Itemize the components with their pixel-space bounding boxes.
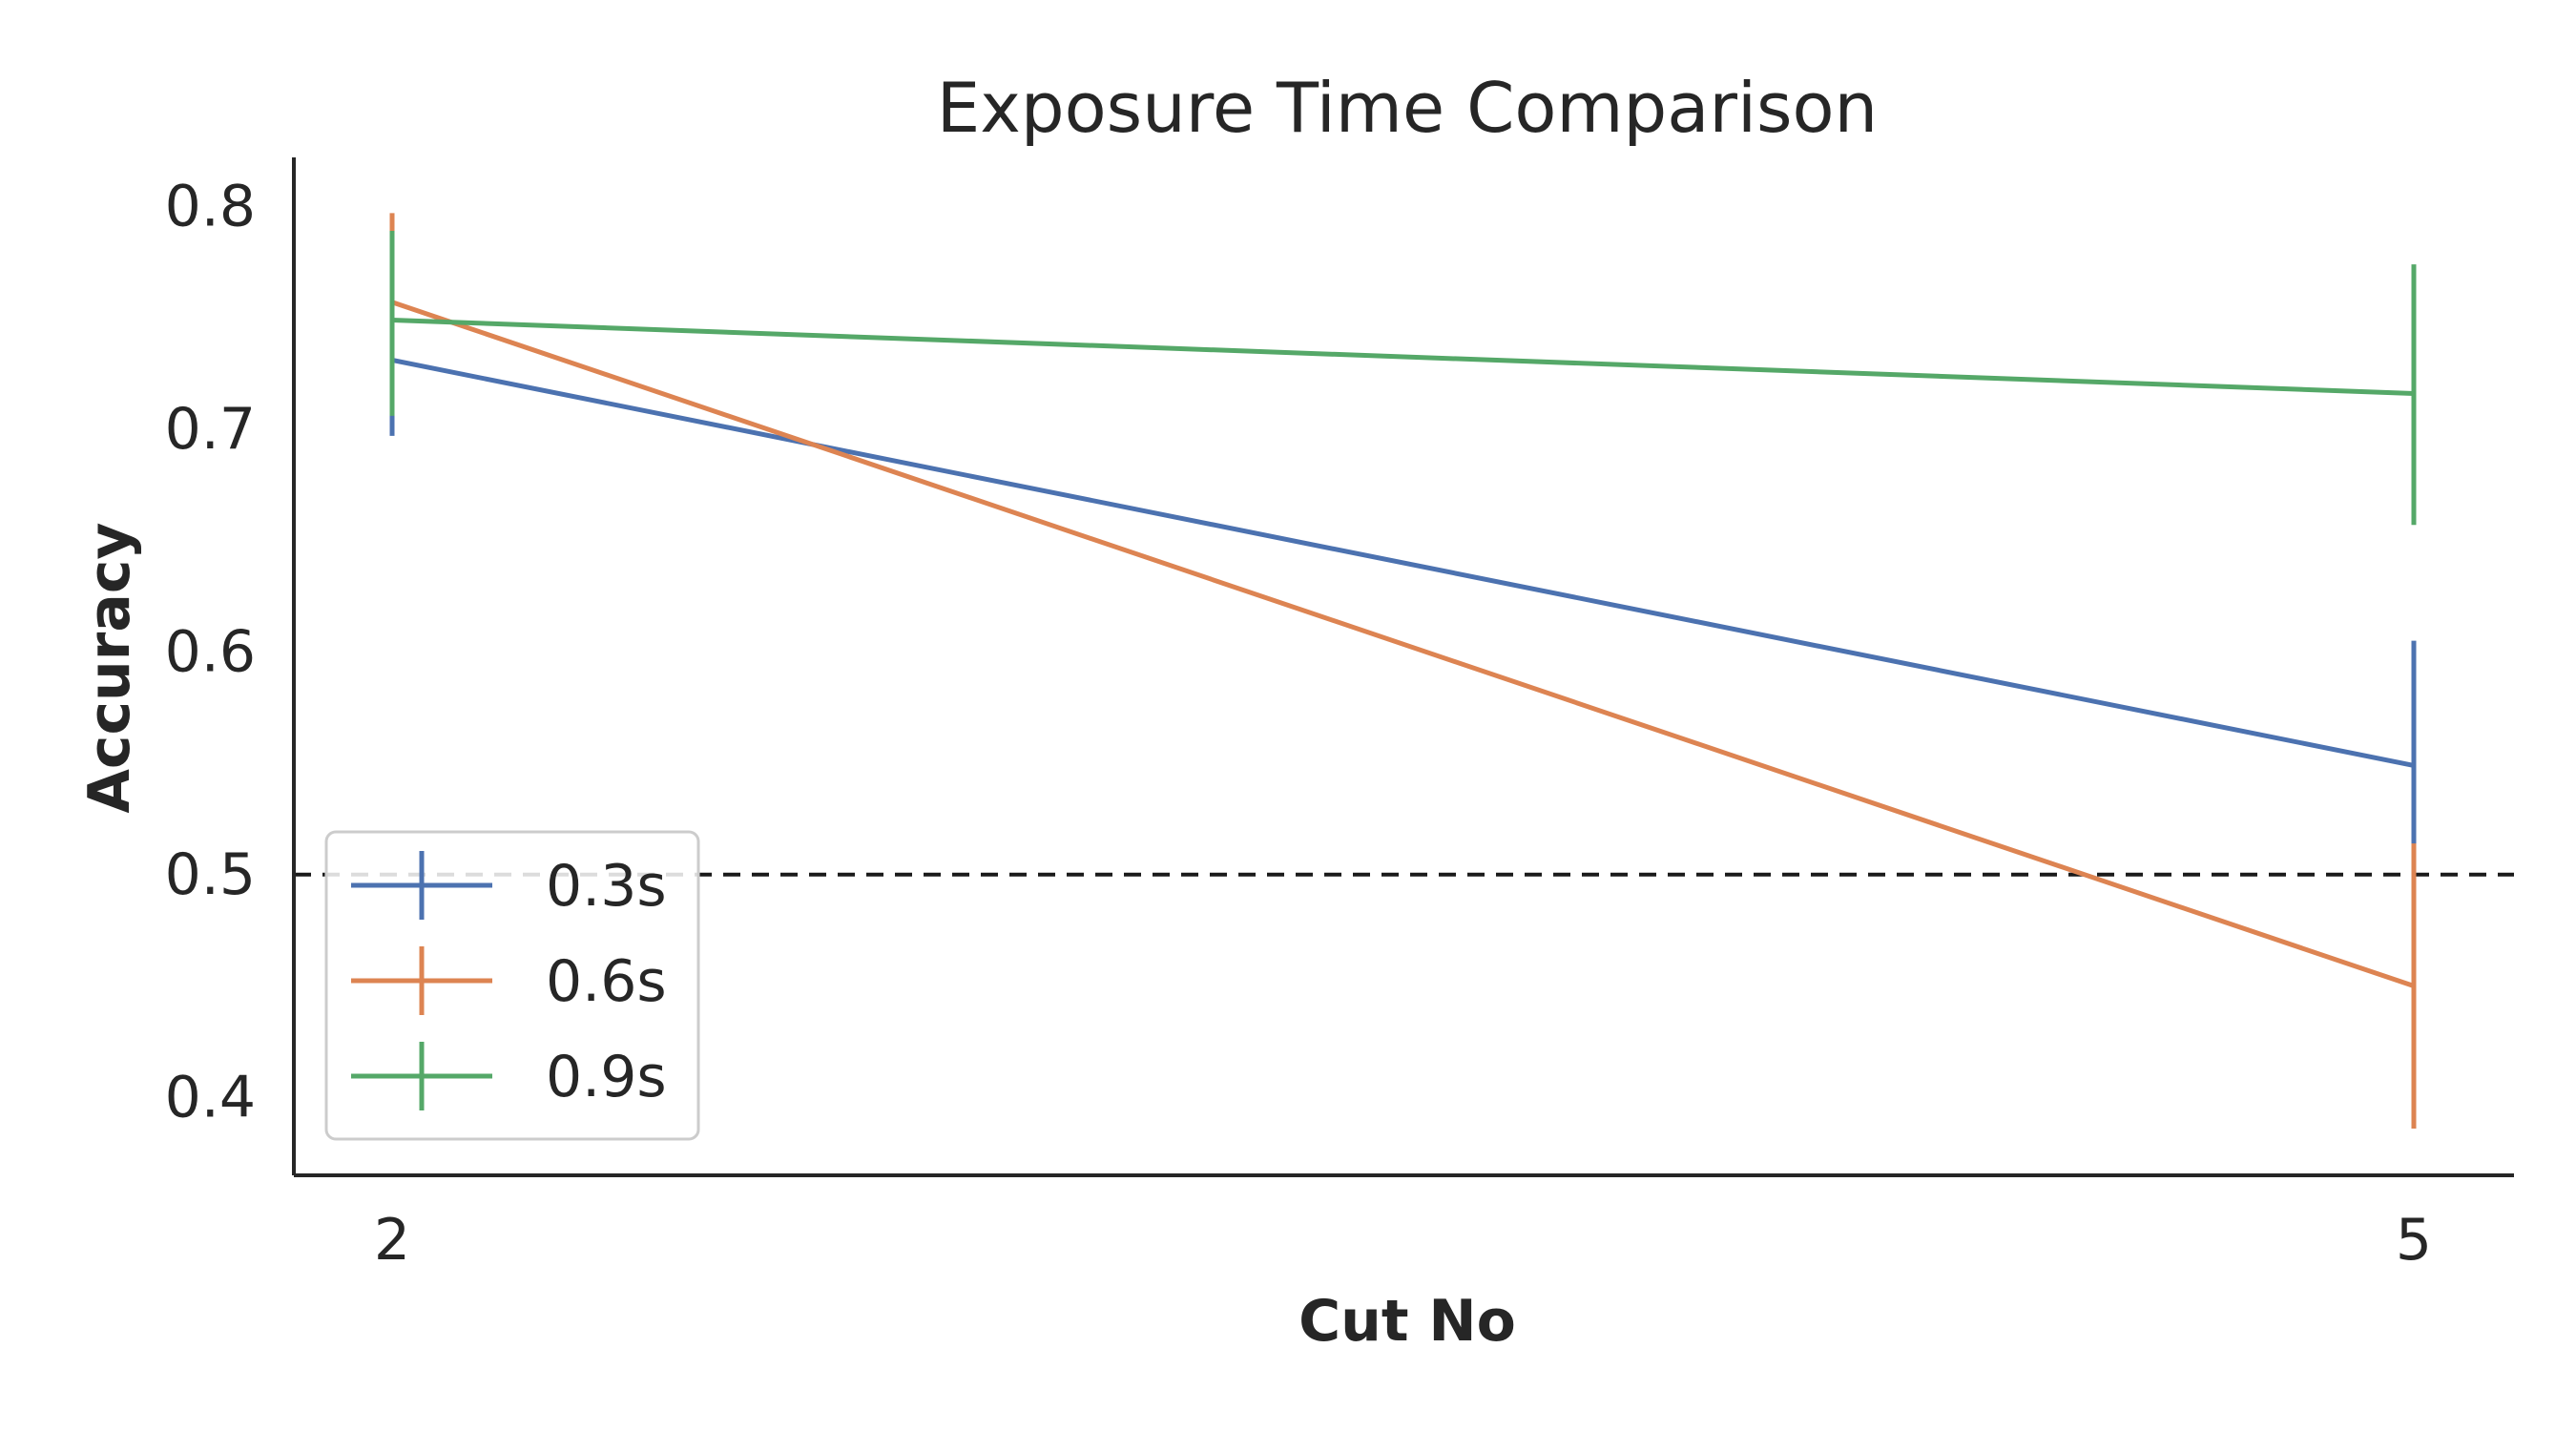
legend-label: 0.3s (546, 853, 667, 920)
legend-label: 0.6s (546, 948, 667, 1015)
legend-label: 0.9s (546, 1044, 667, 1110)
x-tick-label: 2 (374, 1207, 410, 1274)
plot-area (294, 213, 2514, 1129)
series-line-0.3s (391, 358, 2415, 768)
chart-title: Exposure Time Comparison (937, 68, 1878, 148)
series-line-0.6s (391, 300, 2415, 988)
y-tick-label: 0.5 (165, 841, 256, 908)
x-axis-label: Cut No (1298, 1288, 1516, 1355)
y-tick-label: 0.7 (165, 396, 256, 463)
x-tick-label: 5 (2396, 1207, 2432, 1274)
series-line-0.9s (391, 317, 2415, 396)
y-tick-label: 0.6 (165, 618, 256, 685)
y-axis-label: Accuracy (76, 522, 143, 813)
axes: 0.4 0.5 0.6 0.7 0.8 2 5 (165, 157, 2514, 1274)
y-tick-label: 0.4 (165, 1064, 256, 1130)
y-tick-label: 0.8 (165, 173, 256, 239)
legend: 0.3s 0.6s 0.9s (324, 830, 700, 1141)
